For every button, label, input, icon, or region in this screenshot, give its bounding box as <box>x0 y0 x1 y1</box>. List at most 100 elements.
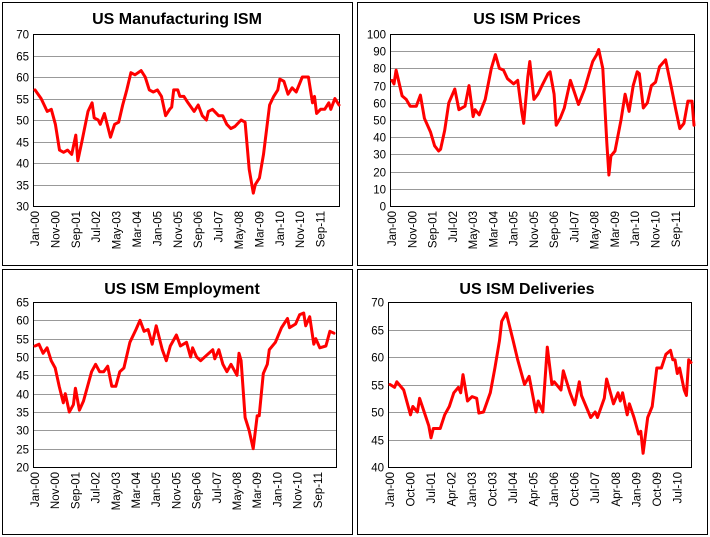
x-tick-label: Nov-00 <box>50 211 62 248</box>
y-tick-label: 80 <box>373 64 386 76</box>
chart-frame <box>357 2 708 266</box>
y-tick-label: 40 <box>371 463 384 475</box>
x-tick-label: Oct-00 <box>406 472 418 507</box>
y-tick-label: 40 <box>16 159 29 171</box>
y-tick-label: 25 <box>16 445 29 457</box>
chart-frame <box>2 2 353 266</box>
y-tick-label: 50 <box>16 116 29 128</box>
x-tick-label: Mar-09 <box>252 472 264 508</box>
chart-title: US ISM Deliveries <box>459 281 594 298</box>
y-tick-label: 50 <box>371 408 384 420</box>
x-tick-label: Nov-00 <box>50 472 62 509</box>
y-tick-label: 100 <box>367 30 386 42</box>
y-tick-label: 0 <box>380 202 386 214</box>
x-tick-label: Nov-05 <box>173 211 185 248</box>
y-tick-label: 20 <box>373 168 386 180</box>
y-tick-label: 10 <box>373 185 386 197</box>
x-tick-label: Oct-06 <box>570 472 582 507</box>
y-tick-label: 20 <box>16 463 29 475</box>
y-tick-label: 30 <box>373 150 386 162</box>
y-tick-label: 55 <box>371 381 384 393</box>
chart-panel-4: US ISM Deliveries 40 45 50 55 60 65 70 Jan-00 Oct… <box>357 269 708 535</box>
x-tick-label: Mar-04 <box>488 210 500 247</box>
x-tick-label: May-03 <box>112 211 124 249</box>
chart-title: US ISM Prices <box>473 11 581 28</box>
x-tick-label: Nov-00 <box>407 211 419 248</box>
x-tick-label: Apr-08 <box>611 472 623 507</box>
x-tick-label: Jan-10 <box>275 211 287 246</box>
x-tick-label: Jul-10 <box>672 472 684 503</box>
x-tick-label: Mar-09 <box>254 211 266 247</box>
y-tick-label: 65 <box>16 52 29 64</box>
x-tick-label: Jan-10 <box>630 211 642 246</box>
y-tick-label: 60 <box>16 316 29 328</box>
y-tick-label: 30 <box>16 426 29 438</box>
x-tick-label: Sep-01 <box>70 472 82 509</box>
x-tick-label: Jan-09 <box>631 472 643 507</box>
chart-panel-1: US Manufacturing ISM 30 35 40 45 50 55 60 65 70 Ja… <box>2 2 353 266</box>
x-tick-label: Nov-10 <box>293 472 305 509</box>
x-tick-label: May-03 <box>111 472 123 510</box>
x-tick-label: Nov-10 <box>650 211 662 248</box>
x-tick-label: Jan-00 <box>385 472 397 507</box>
plot-area <box>388 302 692 468</box>
x-tick-label: Apr-02 <box>447 472 459 507</box>
x-tick-label: Jan-10 <box>272 472 284 507</box>
x-tick-label: May-08 <box>232 472 244 510</box>
y-tick-label: 70 <box>371 298 384 310</box>
y-tick-label: 65 <box>16 298 29 310</box>
x-tick-label: Jan-05 <box>151 472 163 507</box>
x-tick-label: Jul-02 <box>448 211 460 242</box>
y-tick-label: 55 <box>16 95 29 107</box>
x-tick-label: Jan-00 <box>387 211 399 246</box>
x-tick-label: Jul-07 <box>212 472 224 503</box>
x-tick-label: Oct-03 <box>488 472 500 507</box>
x-tick-label: Nov-10 <box>295 211 307 248</box>
y-tick-label: 40 <box>373 133 386 145</box>
y-tick-label: 60 <box>371 353 384 365</box>
series-line <box>33 69 341 195</box>
x-tick-label: Mar-09 <box>610 211 622 247</box>
chart-panel-2: US ISM Prices 0 10 20 30 40 50 60 70 80 90 100 Jan-0… <box>357 2 708 266</box>
x-tick-label: Sep-06 <box>193 211 205 248</box>
x-tick-label: Jul-07 <box>214 211 226 242</box>
y-tick-label: 45 <box>16 371 29 383</box>
y-tick-label: 70 <box>373 82 386 94</box>
x-tick-label: Jul-02 <box>91 472 103 503</box>
series-line <box>388 311 693 455</box>
chart-panel-3: US ISM Employment 20 25 30 35 40 45 50 55 60 65 Jan… <box>2 269 353 535</box>
y-tick-label: 60 <box>373 99 386 111</box>
x-tick-label: Sep-11 <box>316 211 328 247</box>
y-tick-label: 60 <box>16 73 29 85</box>
x-tick-label: Sep-01 <box>71 211 83 248</box>
chart-title: US Manufacturing ISM <box>92 11 262 28</box>
y-tick-label: 65 <box>371 326 384 338</box>
chart-title: US ISM Employment <box>104 281 260 298</box>
series-line <box>390 48 696 177</box>
y-tick-label: 55 <box>16 335 29 347</box>
x-tick-label: Jul-04 <box>508 471 520 503</box>
y-tick-label: 90 <box>373 47 386 59</box>
y-tick-label: 50 <box>373 116 386 128</box>
x-tick-label: Sep-06 <box>192 472 204 509</box>
x-tick-label: Jan-03 <box>467 472 479 507</box>
x-tick-label: Sep-06 <box>549 211 561 248</box>
y-tick-label: 50 <box>16 353 29 365</box>
x-tick-label: Sep-01 <box>428 211 440 248</box>
y-tick-label: 40 <box>16 390 29 402</box>
x-tick-label: Jul-07 <box>569 211 581 242</box>
plot-area <box>33 34 340 207</box>
y-tick-label: 35 <box>16 408 29 420</box>
x-tick-label: Sep-11 <box>313 472 325 508</box>
x-tick-label: Jul-07 <box>590 472 602 503</box>
plot-area <box>33 302 337 468</box>
x-tick-label: Nov-05 <box>171 472 183 509</box>
x-tick-label: Jan-05 <box>152 211 164 246</box>
y-tick-label: 45 <box>371 436 384 448</box>
x-tick-label: Jul-01 <box>426 472 438 503</box>
x-tick-label: May-03 <box>468 211 480 249</box>
x-tick-label: Jan-00 <box>30 211 42 246</box>
x-tick-label: Jan-06 <box>549 472 561 507</box>
